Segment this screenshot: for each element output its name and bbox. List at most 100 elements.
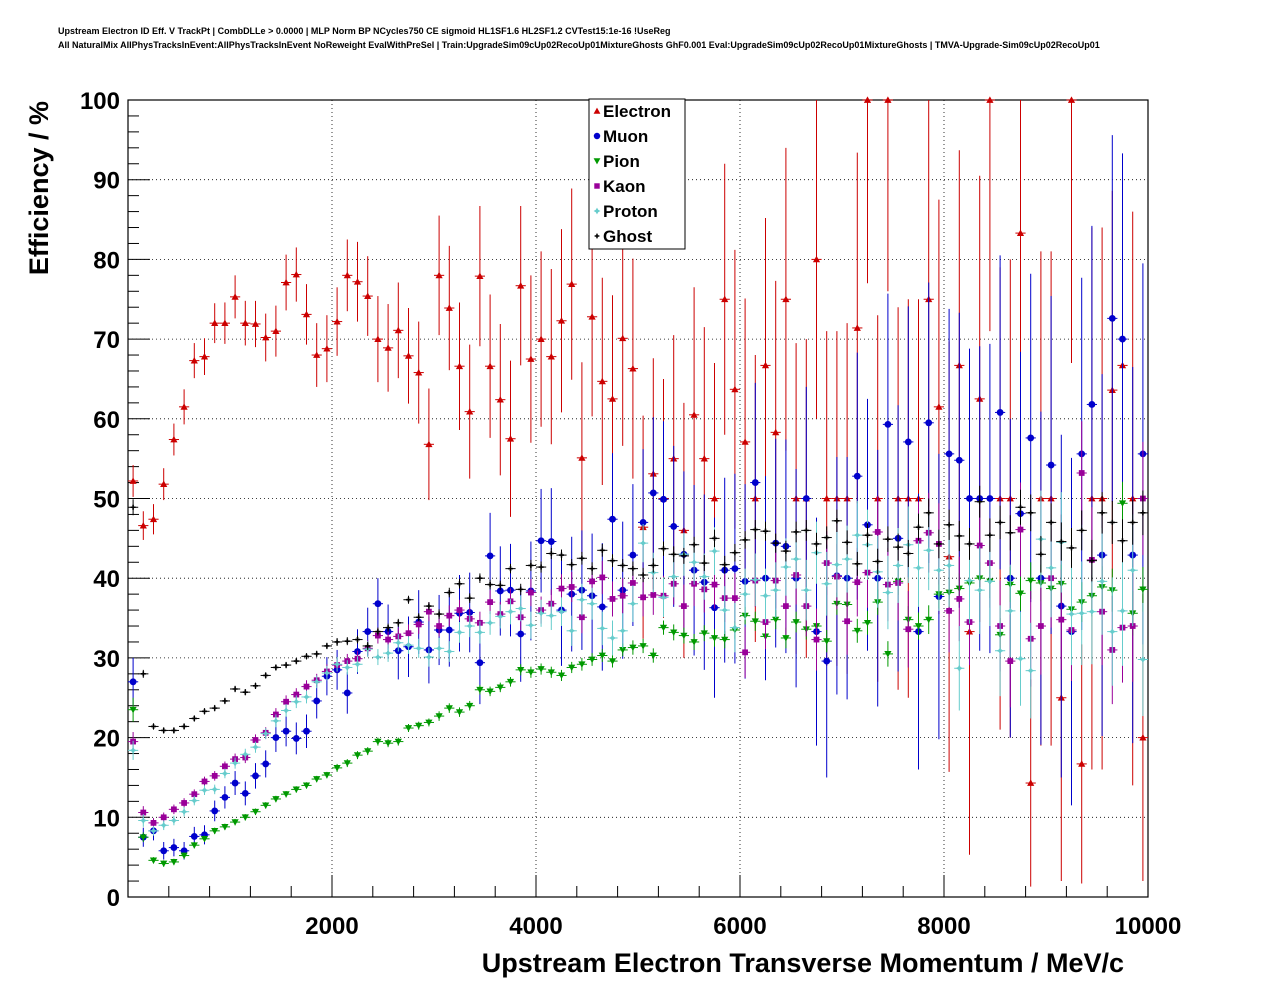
y-axis-title: Efficiency / %	[24, 101, 54, 275]
point-pion	[670, 629, 678, 636]
point-muon	[496, 587, 504, 595]
point-ghost	[161, 727, 167, 733]
point-pion	[751, 618, 759, 625]
point-pion	[639, 643, 647, 650]
point-kaon	[630, 580, 636, 586]
point-electron	[415, 368, 423, 376]
point-proton	[190, 796, 198, 805]
point-kaon	[813, 636, 820, 643]
point-kaon	[650, 592, 657, 598]
point-pion	[221, 823, 229, 831]
point-ghost	[905, 550, 911, 557]
point-electron	[772, 428, 780, 436]
point-pion	[925, 616, 933, 624]
point-kaon	[783, 603, 789, 609]
point-proton	[721, 606, 729, 614]
point-electron	[292, 270, 300, 278]
point-proton	[415, 644, 423, 652]
point-proton	[455, 628, 464, 636]
point-muon	[221, 793, 229, 801]
point-muon	[343, 689, 351, 697]
point-ghost	[773, 540, 779, 546]
point-proton	[302, 693, 311, 701]
point-pion	[160, 860, 168, 868]
point-pion	[231, 819, 239, 826]
point-muon	[537, 537, 545, 545]
series-pion	[128, 481, 1148, 868]
point-proton	[476, 628, 484, 636]
point-electron	[374, 335, 382, 342]
point-pion	[772, 616, 780, 624]
point-electron	[200, 353, 209, 360]
point-ghost	[1048, 519, 1054, 525]
point-electron	[1027, 779, 1035, 786]
point-proton	[659, 593, 668, 601]
point-ghost	[956, 533, 962, 539]
point-proton	[333, 660, 341, 668]
point-ghost	[946, 522, 952, 528]
point-pion	[404, 725, 413, 732]
point-pion	[578, 661, 586, 668]
point-ghost	[518, 586, 524, 592]
point-ghost	[385, 625, 391, 631]
point-pion	[241, 814, 249, 821]
point-kaon	[426, 608, 432, 615]
point-pion	[537, 666, 545, 673]
point-kaon	[436, 623, 442, 629]
y-tick-label: 40	[93, 566, 120, 593]
legend-label-electron: Electron	[603, 102, 671, 121]
point-electron	[721, 295, 729, 303]
point-ghost	[620, 562, 626, 568]
point-ghost	[1058, 539, 1064, 545]
point-ghost	[283, 662, 289, 668]
point-ghost	[844, 539, 850, 545]
y-tick-label: 20	[93, 726, 120, 753]
point-pion	[272, 796, 280, 803]
point-muon	[241, 789, 249, 797]
point-ghost	[375, 629, 381, 635]
point-proton	[598, 624, 606, 633]
point-proton	[547, 612, 555, 620]
point-pion	[384, 740, 392, 747]
legend-box	[588, 98, 686, 250]
point-muon	[231, 779, 239, 787]
point-electron	[353, 278, 362, 285]
point-pion	[302, 782, 311, 790]
point-muon	[639, 518, 647, 526]
point-ghost	[864, 532, 871, 538]
point-ghost	[558, 552, 565, 558]
legend-label-proton: Proton	[603, 202, 658, 221]
point-muon	[364, 628, 372, 636]
point-electron	[170, 435, 178, 443]
point-ghost	[783, 548, 789, 554]
point-ghost	[1130, 519, 1136, 525]
point-muon	[292, 734, 300, 742]
point-pion	[1027, 577, 1035, 585]
point-electron	[782, 295, 790, 303]
point-proton	[282, 706, 290, 715]
point-proton	[690, 558, 698, 566]
point-pion	[374, 738, 382, 746]
chart-title-line1: Upstream Electron ID Eff. V TrackPt | Co…	[58, 26, 671, 36]
point-electron	[568, 280, 576, 287]
point-muon	[1088, 401, 1096, 408]
point-pion	[486, 688, 494, 695]
point-proton	[731, 624, 739, 632]
point-muon	[190, 833, 198, 840]
point-ghost	[344, 638, 350, 644]
point-ghost	[650, 562, 656, 568]
point-proton	[619, 627, 627, 635]
point-kaon	[619, 592, 626, 599]
point-kaon	[211, 772, 218, 779]
point-ghost	[1089, 558, 1095, 564]
point-proton	[200, 786, 209, 794]
point-pion	[200, 835, 209, 843]
legend-label-muon: Muon	[603, 127, 648, 146]
point-proton	[772, 586, 780, 594]
point-ghost	[426, 603, 432, 609]
point-muon	[670, 522, 678, 530]
legend-label-ghost: Ghost	[603, 227, 652, 246]
point-ghost	[834, 518, 840, 524]
point-pion	[333, 765, 341, 772]
y-tick-label: 80	[93, 247, 120, 274]
